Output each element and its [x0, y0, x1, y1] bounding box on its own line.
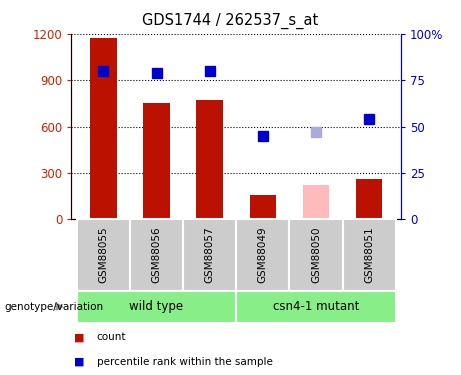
Bar — [343, 219, 396, 291]
Bar — [77, 291, 236, 322]
Bar — [356, 179, 383, 219]
Text: count: count — [97, 333, 126, 342]
Bar — [77, 219, 130, 291]
Bar — [249, 195, 276, 219]
Text: GSM88051: GSM88051 — [364, 226, 374, 284]
Bar — [290, 219, 343, 291]
Text: genotype/variation: genotype/variation — [5, 302, 104, 312]
Text: GSM88050: GSM88050 — [311, 227, 321, 283]
Bar — [183, 219, 236, 291]
Text: percentile rank within the sample: percentile rank within the sample — [97, 357, 273, 367]
Bar — [90, 38, 117, 219]
Text: ■: ■ — [74, 357, 84, 367]
Text: ■: ■ — [74, 333, 84, 342]
Text: csn4-1 mutant: csn4-1 mutant — [273, 300, 359, 313]
Bar — [303, 185, 329, 219]
Text: GSM88049: GSM88049 — [258, 226, 268, 284]
Bar — [236, 291, 396, 322]
Bar — [130, 219, 183, 291]
Text: GSM88057: GSM88057 — [205, 226, 215, 284]
Bar — [196, 100, 223, 219]
Text: GDS1744 / 262537_s_at: GDS1744 / 262537_s_at — [142, 13, 319, 29]
Bar — [236, 219, 290, 291]
Text: wild type: wild type — [130, 300, 183, 313]
Text: GSM88056: GSM88056 — [152, 226, 161, 284]
Bar — [143, 104, 170, 219]
Text: GSM88055: GSM88055 — [98, 226, 108, 284]
